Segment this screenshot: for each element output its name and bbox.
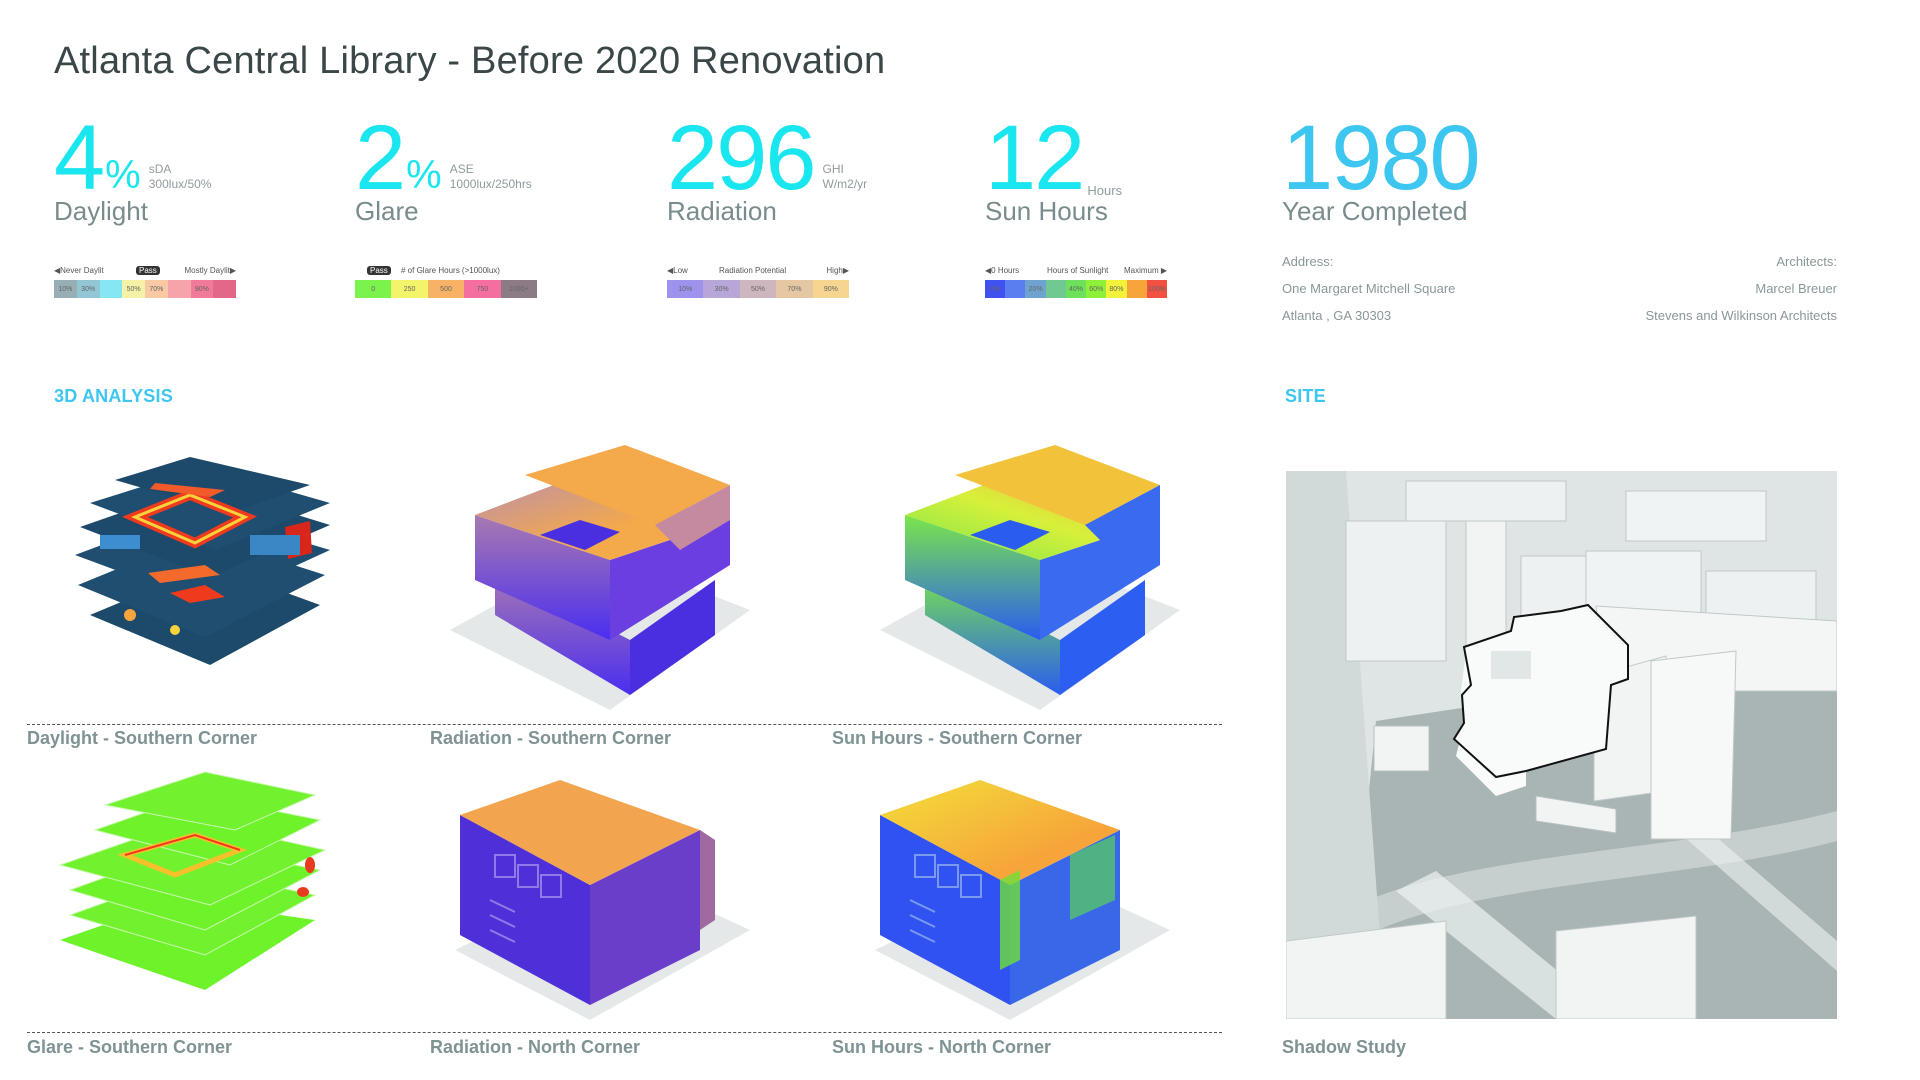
metric-unit: sDA 300lux/50% xyxy=(149,162,212,192)
legend-daylight: ◀Never Daylit Pass Mostly Daylit▶ 10% 30%… xyxy=(54,264,236,298)
legend-swatch: 50% xyxy=(122,280,145,298)
legend-swatch: 250 xyxy=(391,280,428,298)
section-heading-site: SITE xyxy=(1285,386,1326,406)
metric-unit-line1: GHI xyxy=(822,162,844,176)
legend-swatch: 10% xyxy=(54,280,77,298)
legend-swatch: 70% xyxy=(145,280,168,298)
caption-radiation-north: Radiation - North Corner xyxy=(430,1037,640,1057)
caption-sun-hours-north: Sun Hours - North Corner xyxy=(832,1037,1051,1057)
metric-suffix: % xyxy=(406,153,442,197)
address-line2: Atlanta , GA 30303 xyxy=(1282,308,1392,323)
legend-sun-hours: ◀0 Hours Hours of Sunlight Maximum ▶ 0% 2… xyxy=(985,264,1167,298)
metric-label: Sun Hours xyxy=(985,196,1108,226)
legend-swatch: 80% xyxy=(1106,280,1127,298)
metric-unit: ASE 1000lux/250hrs xyxy=(450,162,532,192)
legend-swatch: 70% xyxy=(776,280,813,298)
metric-value: 296 xyxy=(667,107,816,209)
metric-value: 12 xyxy=(985,107,1085,209)
metric-year-completed: 1980 Year Completed xyxy=(1282,107,1481,232)
pass-marker: Pass xyxy=(367,266,391,275)
metric-radiation: 296 GHI W/m2/yr Radiation xyxy=(667,112,867,232)
radiation-southern-corner-image xyxy=(430,440,810,720)
page-title: Atlanta Central Library - Before 2020 Re… xyxy=(54,40,886,82)
legend-radiation: ◀Low Radiation Potential High▶ 10% 30% 50%… xyxy=(667,264,850,298)
legend-left-label: ◀Never Daylit xyxy=(54,266,104,275)
metric-unit-line2: 300lux/50% xyxy=(148,177,212,191)
legend-swatch xyxy=(1005,280,1026,298)
legend-color-bar: 0% 20% 40% 60% 80% 100% xyxy=(985,280,1167,298)
caption-glare-southern: Glare - Southern Corner xyxy=(27,1037,233,1057)
legend-left-label: ◀0 Hours xyxy=(985,266,1020,275)
legend-right-label: Maximum ▶ xyxy=(1123,266,1167,275)
legend-swatch: 0% xyxy=(985,280,1006,298)
legend-glare: Pass # of Glare Hours (>1000lux) 0 250 500… xyxy=(355,264,538,298)
legend-swatch xyxy=(1126,280,1147,298)
architect-name: Marcel Breuer xyxy=(1755,281,1837,296)
legend-left-label: ◀Low xyxy=(667,266,688,275)
legend-swatch xyxy=(99,280,123,298)
legend-right-label: High▶ xyxy=(826,266,849,275)
legend-swatch: 10% xyxy=(667,280,704,298)
legend-swatch: 0 xyxy=(355,280,392,298)
metric-unit-line1: ASE xyxy=(449,162,474,176)
divider-row2 xyxy=(27,1032,1222,1033)
caption-shadow-study: Shadow Study xyxy=(1282,1037,1407,1057)
metric-unit: Hours xyxy=(1087,183,1123,198)
legend-swatch: 500 xyxy=(427,280,465,298)
daylight-southern-corner-image xyxy=(30,455,340,705)
metric-label: Glare xyxy=(355,196,419,226)
legend-title: # of Glare Hours (>1000lux) xyxy=(401,266,500,275)
metric-glare: 2% ASE 1000lux/250hrs Glare xyxy=(355,112,532,232)
metric-unit: GHI W/m2/yr xyxy=(823,162,868,192)
sun-hours-southern-corner-image xyxy=(860,440,1240,720)
section-heading-3d-analysis: 3D ANALYSIS xyxy=(54,386,173,406)
sun-hours-north-corner-image xyxy=(860,770,1190,1020)
metric-daylight: 4% sDA 300lux/50% Daylight xyxy=(54,112,211,232)
site-shadow-study-image xyxy=(1286,471,1837,1019)
metric-value: 2 xyxy=(355,107,406,209)
legend-swatch: 40% xyxy=(1065,280,1087,298)
architects-label: Architects: xyxy=(1776,254,1837,269)
metric-unit-line2: 1000lux/250hrs xyxy=(449,177,532,191)
legend-swatch: 20% xyxy=(1025,280,1046,298)
legend-right-label: Mostly Daylit▶ xyxy=(184,266,237,275)
pass-marker: Pass xyxy=(136,266,160,275)
architect-firm: Stevens and Wilkinson Architects xyxy=(1645,308,1837,323)
metric-value: 4 xyxy=(54,107,105,209)
legend-color-bar: 10% 30% 50% 70% 90% xyxy=(667,280,850,298)
radiation-north-corner-image xyxy=(440,770,770,1020)
caption-daylight-southern: Daylight - Southern Corner xyxy=(27,728,258,748)
legend-swatch xyxy=(1045,280,1066,298)
caption-radiation-southern: Radiation - Southern Corner xyxy=(430,728,672,748)
legend-swatch: 60% xyxy=(1086,280,1107,298)
metric-sun-hours: 12 Hours Sun Hours xyxy=(985,112,1122,232)
legend-color-bar: 10% 30% 50% 70% 90% xyxy=(54,280,236,298)
glare-southern-corner-image xyxy=(45,770,335,1000)
legend-swatch: 30% xyxy=(703,280,740,298)
legend-swatch xyxy=(213,280,236,298)
legend-swatch: 1000+ xyxy=(500,280,538,298)
legend-swatch: 750 xyxy=(464,280,501,298)
metric-label: Radiation xyxy=(667,196,777,226)
metric-value: 1980 xyxy=(1282,107,1481,209)
legend-swatch: 100% xyxy=(1146,280,1167,298)
caption-sun-hours-southern: Sun Hours - Southern Corner xyxy=(832,728,1083,748)
legend-swatch: 50% xyxy=(739,280,777,298)
legend-swatch: 30% xyxy=(76,280,100,298)
legend-title: Hours of Sunlight xyxy=(1047,266,1109,275)
legend-swatch xyxy=(167,280,191,298)
address-line1: One Margaret Mitchell Square xyxy=(1282,281,1456,296)
legend-color-bar: 0 250 500 750 1000+ xyxy=(355,280,538,298)
legend-title: Radiation Potential xyxy=(719,266,787,275)
metric-unit-line2: W/m2/yr xyxy=(822,177,868,191)
address-label: Address: xyxy=(1282,254,1334,269)
metric-label: Daylight xyxy=(54,196,148,226)
legend-swatch: 90% xyxy=(190,280,214,298)
legend-swatch: 90% xyxy=(812,280,850,298)
metric-suffix: % xyxy=(105,153,141,197)
metric-label: Year Completed xyxy=(1282,196,1468,226)
divider-row1 xyxy=(27,724,1222,725)
metric-unit-line1: sDA xyxy=(148,162,172,176)
